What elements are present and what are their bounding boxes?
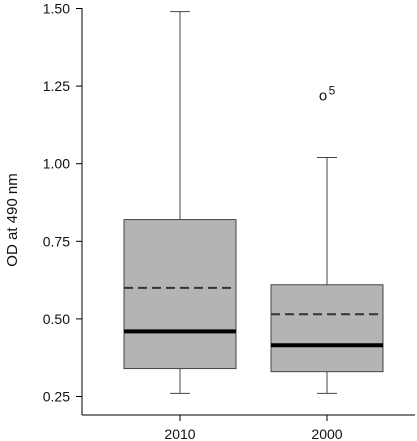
y-tick-label: 1.00 bbox=[43, 156, 70, 172]
y-tick-label: 1.25 bbox=[43, 78, 70, 94]
y-tick-label: 0.25 bbox=[43, 389, 70, 405]
box-iqr bbox=[123, 219, 237, 370]
x-tick-label: 2000 bbox=[311, 426, 342, 441]
y-axis-label: OD at 490 nm bbox=[4, 173, 21, 266]
outlier-label: 5 bbox=[329, 83, 336, 97]
y-tick-label: 1.50 bbox=[43, 1, 70, 17]
outlier-marker: o bbox=[319, 87, 327, 104]
box-2010 bbox=[123, 11, 237, 394]
axes: 0.25 0.50 0.75 1.00 1.25 1.50 2010 2000 bbox=[43, 1, 415, 441]
y-tick-label: 0.75 bbox=[43, 233, 70, 249]
x-tick-label: 2010 bbox=[164, 426, 195, 441]
y-tick-label: 0.50 bbox=[43, 311, 70, 327]
box-iqr bbox=[270, 284, 384, 373]
